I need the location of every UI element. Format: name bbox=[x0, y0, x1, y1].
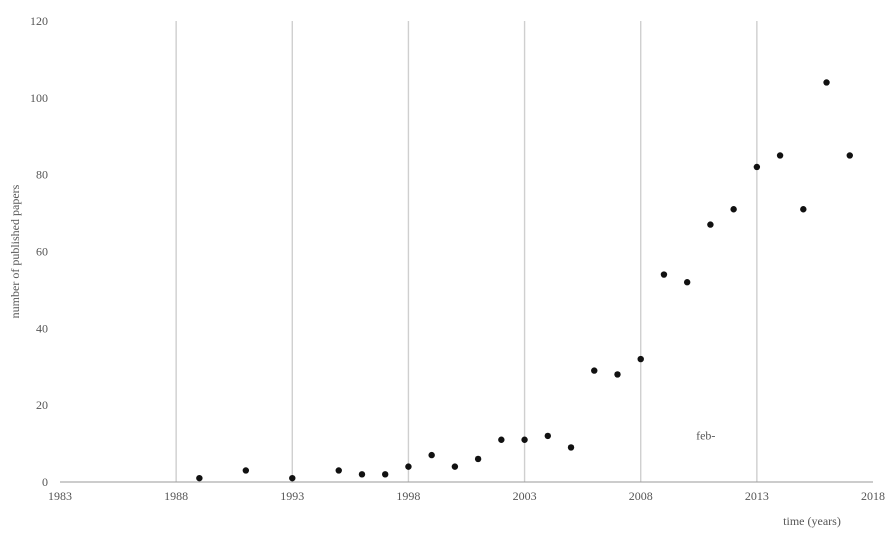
y-tick-label: 0 bbox=[42, 475, 48, 489]
data-point bbox=[242, 467, 250, 474]
data-point bbox=[683, 279, 691, 286]
x-tick-label: 1998 bbox=[396, 489, 420, 503]
data-point bbox=[521, 436, 528, 443]
data-point bbox=[474, 455, 482, 463]
x-tick-label: 1983 bbox=[48, 489, 72, 503]
data-point bbox=[823, 79, 830, 86]
data-point bbox=[660, 271, 668, 278]
x-tick-labels: 1983 1988 1993 1998 2003 2008 2013 2018 bbox=[48, 489, 885, 503]
y-tick-label: 120 bbox=[30, 14, 48, 28]
data-point bbox=[382, 471, 389, 478]
data-point bbox=[358, 471, 366, 478]
data-point bbox=[451, 463, 459, 470]
data-point bbox=[707, 221, 714, 228]
data-point bbox=[776, 152, 784, 159]
y-tick-label: 40 bbox=[36, 321, 48, 335]
gridlines bbox=[175, 21, 758, 482]
x-axis-title: time (years) bbox=[783, 514, 841, 528]
data-point bbox=[567, 444, 575, 451]
x-tick-label: 2018 bbox=[861, 489, 885, 503]
annotations: feb- bbox=[696, 429, 715, 443]
x-tick-label: 2008 bbox=[629, 489, 653, 503]
y-tick-label: 80 bbox=[36, 168, 48, 182]
data-point bbox=[753, 163, 761, 171]
x-tick-label: 1993 bbox=[280, 489, 304, 503]
data-point bbox=[498, 436, 505, 443]
y-tick-label: 100 bbox=[30, 91, 48, 105]
data-point bbox=[730, 206, 737, 213]
data-point bbox=[428, 451, 435, 459]
data-point bbox=[544, 432, 551, 440]
data-point bbox=[591, 367, 598, 374]
data-point bbox=[405, 463, 412, 470]
x-tick-label: 2013 bbox=[745, 489, 769, 503]
y-tick-label: 60 bbox=[36, 245, 48, 259]
x-tick-label: 2003 bbox=[513, 489, 537, 503]
y-tick-label: 20 bbox=[36, 398, 48, 412]
data-point bbox=[196, 474, 203, 482]
y-tick-labels: 0 20 40 60 80 100 120 bbox=[30, 14, 48, 489]
data-point bbox=[800, 206, 807, 213]
data-point bbox=[335, 467, 342, 474]
annotation-label: feb- bbox=[696, 429, 715, 443]
data-point bbox=[614, 371, 621, 378]
y-axis-title: number of published papers bbox=[8, 184, 22, 318]
data-point bbox=[289, 474, 296, 482]
data-point bbox=[846, 152, 853, 159]
data-points bbox=[196, 79, 853, 482]
x-tick-label: 1988 bbox=[164, 489, 188, 503]
data-point bbox=[637, 355, 644, 363]
